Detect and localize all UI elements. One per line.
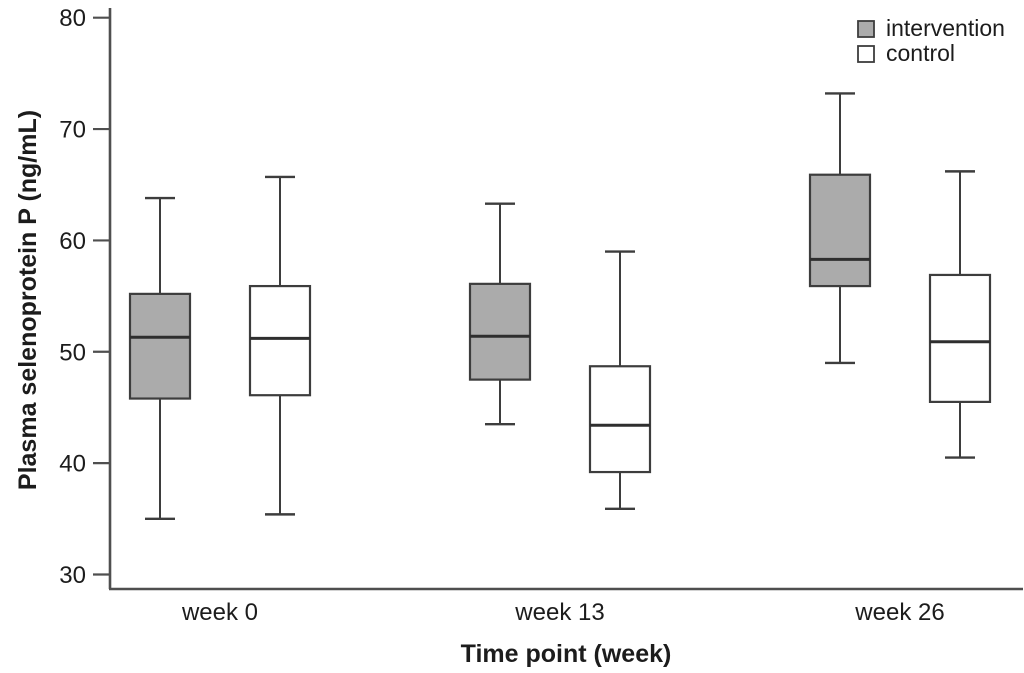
- x-category-label: week 0: [181, 599, 258, 626]
- boxplot-control-week-26: [928, 170, 992, 459]
- x-axis-title: Time point (week): [461, 640, 672, 668]
- legend-swatch-control: [857, 45, 875, 63]
- iqr-box: [128, 292, 192, 400]
- boxplot-intervention-week-0: [128, 196, 192, 521]
- legend-swatch-intervention: [857, 20, 875, 38]
- y-tick-label: 80: [59, 5, 86, 32]
- boxplot-intervention-week-13: [468, 202, 532, 426]
- iqr-box: [808, 173, 872, 288]
- y-axis-title: Plasma selenoprotein P (ng/mL): [14, 110, 42, 490]
- boxplot-control-week-0: [248, 175, 312, 516]
- boxplot-control-week-13: [588, 250, 652, 510]
- legend: intervention control: [857, 15, 1005, 66]
- y-tick-label: 30: [59, 562, 86, 589]
- y-tick-label: 40: [59, 451, 86, 478]
- boxplots-group: [128, 92, 992, 521]
- legend-label-control: control: [886, 40, 955, 66]
- axes-group: 30 40 50 60 70 80 week 0 week 13 week 26: [59, 5, 1023, 626]
- legend-label-intervention: intervention: [886, 15, 1005, 41]
- y-tick-label: 50: [59, 339, 86, 366]
- iqr-box: [468, 282, 532, 381]
- y-tick-label: 60: [59, 228, 86, 255]
- iqr-box: [928, 273, 992, 403]
- x-category-label: week 26: [854, 599, 944, 626]
- iqr-box: [588, 365, 652, 474]
- iqr-box: [248, 284, 312, 397]
- y-tick-label: 70: [59, 117, 86, 144]
- x-category-label: week 13: [514, 599, 604, 626]
- boxplot-intervention-week-26: [808, 92, 872, 365]
